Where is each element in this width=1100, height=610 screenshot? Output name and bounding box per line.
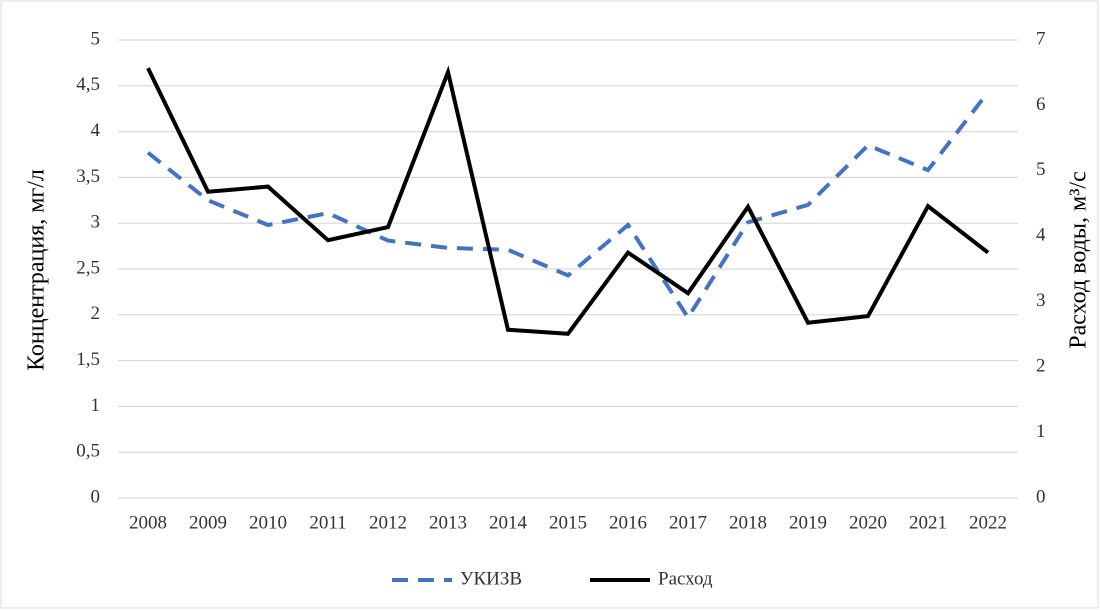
y-tick-label: 4: [91, 120, 101, 141]
x-tick-label: 2008: [129, 512, 167, 533]
x-tick-label: 2016: [609, 512, 647, 533]
series-line: [146, 90, 990, 322]
x-tick-label: 2009: [189, 512, 227, 533]
x-tick-label: 2017: [669, 512, 707, 533]
y-tick-label: 3,5: [76, 166, 100, 187]
y-tick-label: 2: [91, 303, 101, 324]
x-tick-label: 2011: [309, 512, 346, 533]
x-tick-label: 2014: [489, 512, 528, 533]
y-tick-label: 4,5: [76, 74, 100, 95]
legend-label: Расход: [658, 568, 713, 589]
y2-tick-label: 7: [1036, 28, 1046, 49]
x-tick-label: 2015: [549, 512, 587, 533]
y-tick-label: 0,5: [76, 441, 100, 462]
x-tick-label: 2022: [969, 512, 1007, 533]
series-line: [146, 65, 990, 336]
x-tick-label: 2021: [909, 512, 947, 533]
y2-tick-label: 4: [1036, 225, 1046, 246]
y2-tick-label: 5: [1036, 159, 1046, 180]
y-tick-label: 1,5: [76, 349, 100, 370]
y-tick-label: 5: [91, 28, 101, 49]
y-tick-label: 1: [91, 395, 101, 416]
x-tick-label: 2010: [249, 512, 287, 533]
y2-tick-label: 0: [1036, 486, 1046, 507]
x-tick-label: 2018: [729, 512, 767, 533]
x-tick-label: 2012: [369, 512, 407, 533]
y2-tick-label: 1: [1036, 421, 1046, 442]
y-tick-label: 0: [91, 486, 101, 507]
y2-tick-label: 2: [1036, 356, 1046, 377]
y-tick-label: 2,5: [76, 257, 100, 278]
x-tick-label: 2019: [789, 512, 827, 533]
x-tick-label: 2013: [429, 512, 467, 533]
y-tick-label: 3: [91, 212, 101, 233]
y2-tick-label: 6: [1036, 94, 1046, 115]
y2-tick-label: 3: [1036, 290, 1046, 311]
x-tick-label: 2020: [849, 512, 887, 533]
y-axis-title: Концентрация, мг/л: [24, 169, 50, 371]
legend-label: УКИЗВ: [460, 568, 522, 589]
y2-axis-title: Расход воды, м³/с: [1066, 171, 1092, 348]
